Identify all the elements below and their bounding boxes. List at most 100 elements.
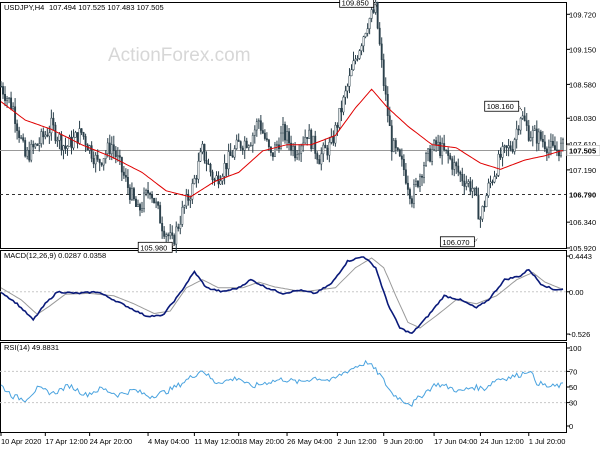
price-candle <box>233 145 236 160</box>
price-candle <box>531 125 534 147</box>
price-candle <box>90 141 93 163</box>
price-candle <box>481 205 484 222</box>
price-candle <box>171 225 174 240</box>
candle-body <box>106 142 109 154</box>
candle-body <box>423 165 425 178</box>
price-candle <box>104 150 107 164</box>
price-candle <box>26 146 29 160</box>
price-candle <box>211 169 214 185</box>
candle-body <box>356 58 359 60</box>
candle-body <box>288 131 291 144</box>
candle-body <box>495 175 498 177</box>
annotation-label: 106.070 <box>442 238 469 247</box>
candle-body <box>70 136 73 149</box>
candle-body <box>469 181 472 192</box>
price-candle <box>342 95 345 116</box>
candle-body <box>314 135 317 154</box>
candle-body <box>4 94 6 101</box>
candle-body <box>247 145 250 148</box>
candle-body <box>265 138 268 141</box>
price-candle <box>32 140 35 155</box>
price-candle <box>535 120 538 152</box>
price-candle <box>479 216 482 228</box>
candle-body <box>296 154 299 159</box>
candle-body <box>388 115 391 127</box>
candle-body <box>427 148 429 154</box>
macd-signal-line <box>0 257 563 329</box>
candle-body <box>505 145 508 149</box>
price-candle <box>384 77 387 101</box>
candle-body <box>531 130 534 138</box>
price-candle <box>153 197 156 204</box>
price-candle <box>336 122 339 136</box>
price-candle <box>58 131 61 150</box>
price-candle <box>92 151 95 169</box>
candle-body <box>122 171 125 176</box>
price-candle <box>70 130 73 155</box>
price-candle <box>290 135 293 156</box>
price-candle <box>102 158 105 171</box>
candle-body <box>255 121 258 131</box>
price-candle <box>141 201 143 213</box>
price-candle <box>8 97 11 104</box>
price-candle <box>106 138 109 158</box>
price-candle <box>312 135 315 150</box>
price-candle <box>362 35 365 53</box>
price-candle <box>560 137 562 158</box>
price-candle <box>273 141 276 157</box>
candle-body <box>435 140 438 145</box>
candle-body <box>475 187 478 196</box>
candle-body <box>541 138 544 143</box>
x-tick-label: 11 May 12:00 <box>194 437 239 446</box>
candle-body <box>78 128 81 144</box>
price-candle <box>439 135 442 159</box>
price-candle <box>199 147 202 163</box>
price-candle <box>374 0 377 15</box>
x-tick-label: 24 Apr 20:00 <box>90 437 133 446</box>
price-flag-label: 107.505 <box>569 147 596 156</box>
price-candle <box>543 134 546 153</box>
price-candle <box>18 126 21 143</box>
candle-body <box>467 181 470 184</box>
candle-body <box>219 180 222 185</box>
candle-body <box>235 139 238 149</box>
candle-body <box>513 139 516 152</box>
candle-body <box>52 117 55 126</box>
price-flag-label: 106.790 <box>569 190 596 199</box>
candle-body <box>378 27 381 45</box>
price-candle <box>380 37 383 68</box>
price-candle <box>314 130 317 160</box>
price-candle <box>201 140 204 155</box>
candle-body <box>44 134 47 138</box>
candle-body <box>257 120 260 122</box>
price-candle <box>515 120 518 149</box>
candle-body <box>396 147 399 151</box>
candle-body <box>342 96 345 113</box>
candle-body <box>237 139 240 142</box>
price-tick-label: 107.190 <box>569 166 596 175</box>
price-candle <box>231 150 234 158</box>
price-candle <box>145 188 147 197</box>
candle-body <box>241 147 244 151</box>
price-candle <box>183 204 186 214</box>
price-tick-label: 105.920 <box>569 244 596 253</box>
price-candle <box>181 200 184 227</box>
candle-body <box>139 204 141 211</box>
price-candle <box>147 181 149 199</box>
candle-body <box>169 232 172 237</box>
candle-body <box>161 222 164 232</box>
candle-body <box>463 180 466 187</box>
candle-body <box>372 9 375 13</box>
price-candle <box>417 180 419 189</box>
candle-body <box>153 197 156 204</box>
price-candle <box>316 151 319 164</box>
candle-body <box>300 145 303 154</box>
price-candle <box>302 136 305 152</box>
annotation-leader <box>518 105 523 111</box>
price-candles <box>0 0 564 253</box>
price-candle <box>50 109 53 141</box>
price-candle <box>128 184 131 204</box>
price-candle <box>219 175 222 185</box>
x-tick-label: 4 May 04:00 <box>148 437 189 446</box>
